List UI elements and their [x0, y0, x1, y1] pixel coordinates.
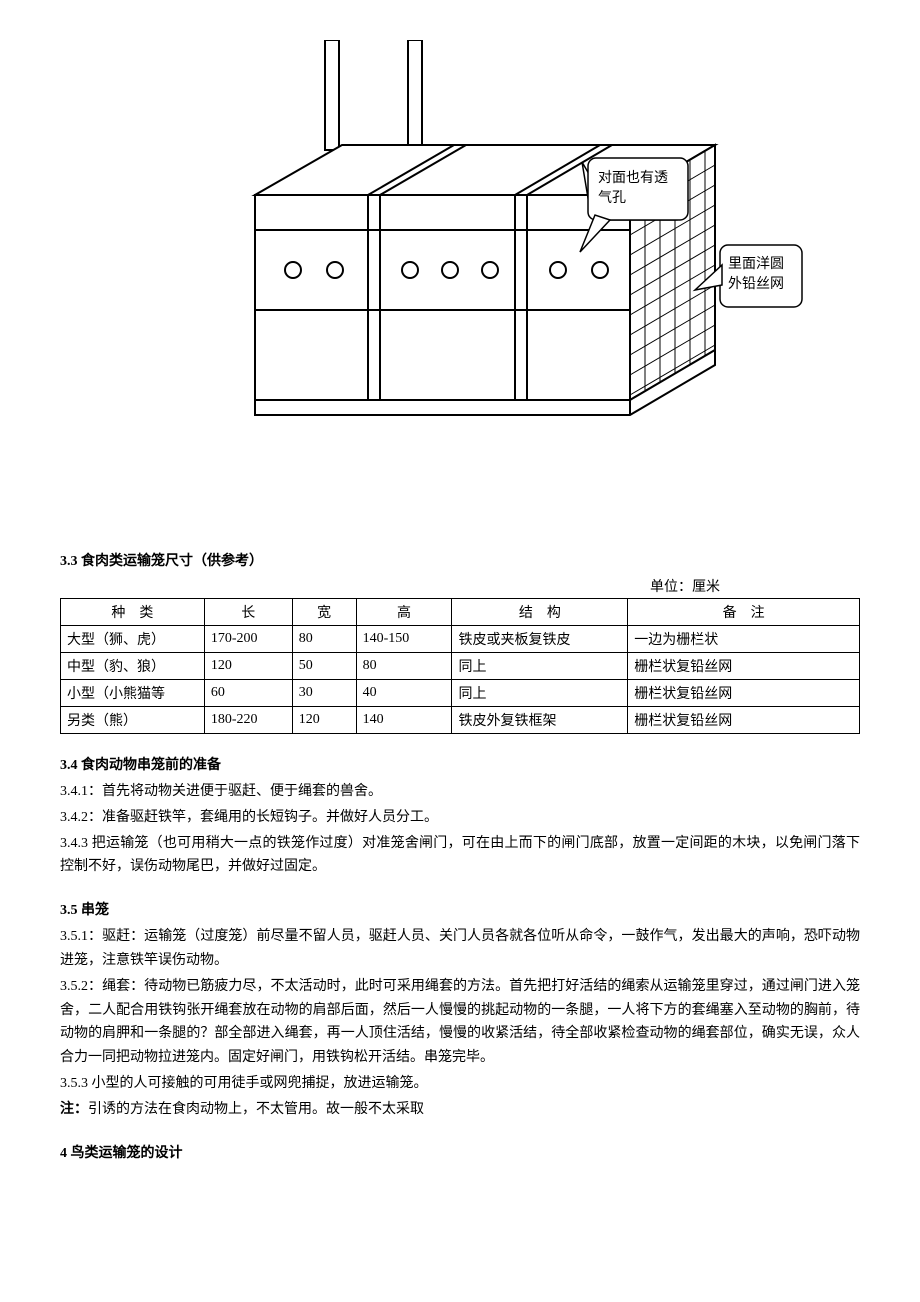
diagram-svg: 对面也有透 气孔 里面洋圆 外铅丝网: [110, 40, 810, 520]
th-structure: 结 构: [452, 599, 628, 626]
para-3-5-1: 3.5.1：驱赶：运输笼（过度笼）前尽量不留人员，驱赶人员、关门人员各就各位听从…: [60, 925, 860, 973]
cell-length: 120: [204, 653, 292, 680]
table-header-row: 种 类 长 宽 高 结 构 备 注: [61, 599, 860, 626]
cell-note: 栅栏状复铅丝网: [628, 680, 860, 707]
th-length: 长: [204, 599, 292, 626]
cell-note: 栅栏状复铅丝网: [628, 653, 860, 680]
note-text: 引诱的方法在食肉动物上，不太管用。故一般不太采取: [88, 1102, 424, 1117]
cell-structure: 铁皮或夹板复铁皮: [452, 626, 628, 653]
cell-note: 栅栏状复铅丝网: [628, 707, 860, 734]
cell-width: 80: [292, 626, 356, 653]
table-row: 另类（熊）180-220120140铁皮外复铁框架栅栏状复铅丝网: [61, 707, 860, 734]
unit-label: 单位：厘米: [60, 576, 860, 596]
callout1-text-line1: 对面也有透: [598, 170, 668, 186]
cell-structure: 同上: [452, 653, 628, 680]
cell-type: 中型（豹、狼）: [61, 653, 205, 680]
callout1-text-line2: 气孔: [598, 190, 626, 206]
cell-height: 40: [356, 680, 452, 707]
cell-width: 50: [292, 653, 356, 680]
callout2-text-line1: 里面洋圆: [728, 256, 784, 272]
cell-length: 180-220: [204, 707, 292, 734]
para-3-4-1: 3.4.1：首先将动物关进便于驱赶、便于绳套的兽舍。: [60, 780, 860, 804]
cell-height: 140-150: [356, 626, 452, 653]
cell-type: 另类（熊）: [61, 707, 205, 734]
cell-structure: 铁皮外复铁框架: [452, 707, 628, 734]
th-height: 高: [356, 599, 452, 626]
note-label: 注：: [60, 1102, 88, 1117]
table-row: 大型（狮、虎）170-20080140-150铁皮或夹板复铁皮一边为栅栏状: [61, 626, 860, 653]
dimensions-table: 种 类 长 宽 高 结 构 备 注 大型（狮、虎）170-20080140-15…: [60, 598, 860, 734]
section-3-3-title: 3.3 食肉类运输笼尺寸（供参考）: [60, 550, 860, 570]
note-para: 注：引诱的方法在食肉动物上，不太管用。故一般不太采取: [60, 1098, 860, 1122]
cage-diagram: 对面也有透 气孔 里面洋圆 外铅丝网: [60, 40, 860, 520]
cell-width: 30: [292, 680, 356, 707]
cell-structure: 同上: [452, 680, 628, 707]
table-row: 中型（豹、狼）1205080同上栅栏状复铅丝网: [61, 653, 860, 680]
section-3-4-title: 3.4 食肉动物串笼前的准备: [60, 754, 860, 774]
section-4-title: 4 鸟类运输笼的设计: [60, 1142, 860, 1162]
cell-type: 小型（小熊猫等: [61, 680, 205, 707]
cell-height: 140: [356, 707, 452, 734]
table-row: 小型（小熊猫等603040同上栅栏状复铅丝网: [61, 680, 860, 707]
th-width: 宽: [292, 599, 356, 626]
th-note: 备 注: [628, 599, 860, 626]
cell-length: 170-200: [204, 626, 292, 653]
para-3-4-2: 3.4.2：准备驱赶铁竿，套绳用的长短钩子。并做好人员分工。: [60, 806, 860, 830]
para-3-5-2: 3.5.2：绳套：待动物已筋疲力尽，不太活动时，此时可采用绳套的方法。首先把打好…: [60, 975, 860, 1070]
cell-length: 60: [204, 680, 292, 707]
cell-type: 大型（狮、虎）: [61, 626, 205, 653]
para-3-4-3: 3.4.3 把运输笼（也可用稍大一点的铁笼作过度）对准笼舍闸门，可在由上而下的闸…: [60, 832, 860, 880]
callout2-text-line2: 外铅丝网: [728, 276, 784, 292]
cell-note: 一边为栅栏状: [628, 626, 860, 653]
section-3-5-title: 3.5 串笼: [60, 899, 860, 919]
para-3-5-3: 3.5.3 小型的人可接触的可用徒手或网兜捕捉，放进运输笼。: [60, 1072, 860, 1096]
cell-height: 80: [356, 653, 452, 680]
th-type: 种 类: [61, 599, 205, 626]
cell-width: 120: [292, 707, 356, 734]
